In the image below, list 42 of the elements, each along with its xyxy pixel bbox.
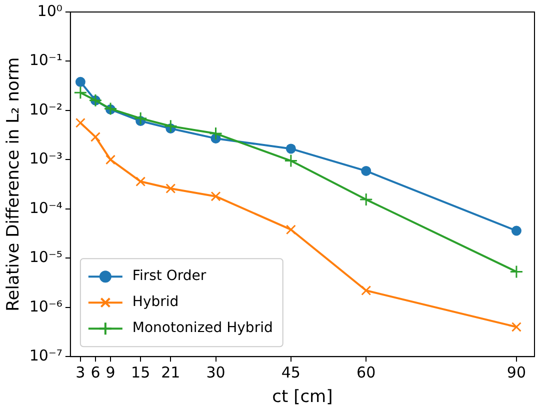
x-tick-label: 60: [356, 363, 376, 382]
point: [136, 176, 146, 187]
point: [134, 112, 148, 126]
y-tick-label: 10⁻²: [29, 100, 62, 118]
point: [286, 144, 296, 154]
y-tick-label: 10⁻⁵: [29, 248, 62, 266]
x-tick-label: 45: [281, 363, 300, 382]
point: [164, 119, 178, 133]
point: [75, 76, 86, 87]
x-tick-label: 30: [206, 363, 226, 382]
x-tick-label: 9: [106, 363, 116, 382]
y-tick-label: 10⁻⁷: [29, 346, 62, 364]
point: [511, 226, 522, 236]
x-tick-label: 15: [131, 363, 150, 382]
x-tick-label: 90: [506, 363, 526, 382]
y-axis-title: Relative Difference in L₂ norm: [4, 57, 24, 312]
point: [361, 166, 372, 176]
y-tick-label: 10⁻⁶: [29, 297, 62, 316]
point: [209, 126, 223, 140]
point: [166, 183, 176, 194]
point: [210, 191, 221, 202]
legend-label: Hybrid: [132, 294, 179, 310]
y-tick-label: 10⁰: [37, 2, 62, 20]
y-tick-label: 10⁻³: [29, 150, 62, 168]
point: [74, 86, 88, 100]
legend-label: Monotonized Hybrid: [132, 320, 273, 336]
point: [284, 154, 298, 168]
point: [286, 224, 296, 235]
point: [510, 264, 524, 278]
point: [75, 118, 86, 128]
x-tick-label: 21: [161, 363, 180, 382]
x-axis-title: ct [cm]: [272, 387, 333, 408]
x-tick-label: 6: [90, 363, 100, 382]
point: [90, 132, 100, 142]
x-tick-label: 3: [76, 363, 86, 382]
point: [361, 286, 372, 296]
y-tick-label: 10⁻¹: [29, 51, 62, 70]
legend-label: First Order: [132, 268, 206, 284]
point: [359, 192, 373, 206]
y-tick-label: 10⁻⁴: [29, 198, 62, 217]
point: [511, 322, 522, 332]
point: [106, 154, 116, 165]
